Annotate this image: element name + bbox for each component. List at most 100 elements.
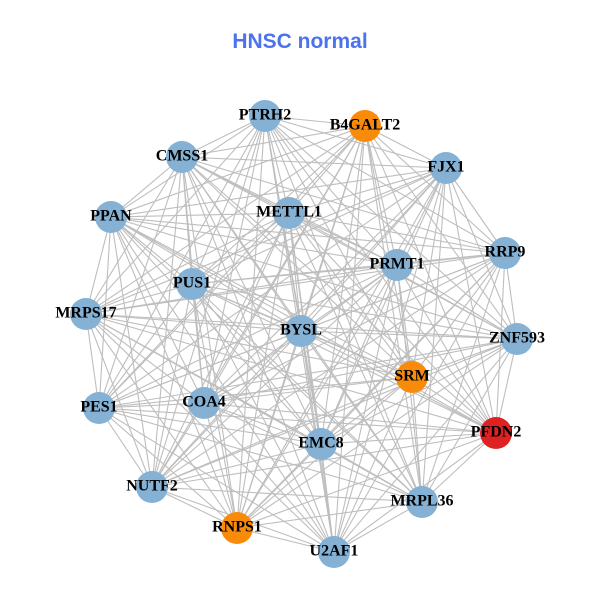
network-edge <box>110 216 506 254</box>
network-edge <box>181 156 322 445</box>
network-edge <box>411 376 497 434</box>
network-edge <box>110 216 423 503</box>
node-label-ppan: PPAN <box>90 208 132 225</box>
network-edge <box>288 212 398 266</box>
node-label-emc8: EMC8 <box>298 435 343 452</box>
network-edge <box>203 402 497 434</box>
node-fjx1 <box>430 152 462 184</box>
network-edge <box>98 212 290 409</box>
network-edge <box>151 338 518 488</box>
node-label-coa4: COA4 <box>182 394 226 411</box>
network-edge <box>151 376 413 488</box>
network-edge <box>411 376 423 503</box>
network-edge <box>333 264 398 553</box>
network-edge <box>411 338 518 378</box>
network-edge <box>151 432 497 488</box>
network-edge <box>98 407 497 434</box>
network-edge <box>151 486 423 503</box>
node-label-fjx1: FJX1 <box>427 159 464 176</box>
edges-layer <box>85 115 518 553</box>
network-edge <box>411 252 506 378</box>
node-label-cmss1: CMSS1 <box>156 148 208 165</box>
network-edge <box>264 115 398 266</box>
node-cmss1 <box>166 141 198 173</box>
network-edge <box>300 167 447 332</box>
network-edge <box>181 156 497 434</box>
node-mettl1 <box>273 197 305 229</box>
node-label-rrp9: RRP9 <box>485 244 526 261</box>
node-rnps1 <box>221 512 253 544</box>
node-b4galt2 <box>349 110 381 142</box>
network-edge <box>333 338 518 553</box>
network-edge <box>85 313 302 332</box>
network-edge <box>333 501 423 553</box>
network-edge <box>98 125 366 409</box>
network-edge <box>98 115 266 409</box>
network-edge <box>110 212 290 218</box>
node-label-mrpl36: MRPL36 <box>390 493 453 510</box>
network-edge <box>203 115 266 404</box>
network-edge <box>151 115 266 488</box>
network-edge <box>98 407 322 445</box>
node-ppan <box>95 201 127 233</box>
network-edge <box>495 252 506 434</box>
network-edge <box>98 407 423 503</box>
network-edge <box>110 216 413 378</box>
network-edge <box>98 338 518 409</box>
network-edge <box>98 156 183 409</box>
network-edge <box>203 252 506 404</box>
network-edge <box>110 216 335 553</box>
network-edge <box>236 443 322 529</box>
node-label-ptrh2: PTRH2 <box>239 107 291 124</box>
network-edge <box>264 115 506 254</box>
network-edge <box>203 402 238 529</box>
network-edge <box>85 252 506 315</box>
network-edge <box>203 330 302 404</box>
network-edge <box>288 212 497 434</box>
network-edge <box>396 167 447 266</box>
network-edge <box>181 156 238 529</box>
network-edge <box>191 283 497 434</box>
network-edge <box>98 407 335 553</box>
network-edge <box>98 330 302 409</box>
network-edge <box>445 167 506 254</box>
network-edge <box>236 501 423 529</box>
network-edge <box>320 376 413 445</box>
network-edge <box>98 402 205 409</box>
network-edge <box>203 376 413 404</box>
network-edge <box>288 212 423 503</box>
node-label-srm: SRM <box>394 368 430 385</box>
network-edge <box>151 264 398 488</box>
network-edge <box>151 443 322 488</box>
network-edge <box>191 167 447 285</box>
network-edge <box>110 216 322 445</box>
node-label-mrps17: MRPS17 <box>55 305 116 322</box>
network-edge <box>288 212 413 378</box>
node-mrps17 <box>70 298 102 330</box>
node-label-pfdn2: PFDN2 <box>471 424 522 441</box>
labels-layer: PTRH2 B4GALT2 CMSS1 FJX1 METTL1 PPAN RRP9 PRMT1… <box>55 107 545 560</box>
network-edge <box>85 167 447 315</box>
node-pes1 <box>83 392 115 424</box>
network-edge <box>333 125 366 553</box>
network-edge <box>264 115 366 127</box>
node-pus1 <box>176 268 208 300</box>
network-edge <box>236 338 518 529</box>
network-edge <box>320 443 335 553</box>
network-edge <box>236 432 497 529</box>
network-edge <box>364 125 398 266</box>
network-edge <box>85 264 398 315</box>
network-edge <box>333 252 506 553</box>
network-edge <box>236 330 302 529</box>
network-edge <box>288 212 506 254</box>
network-edge <box>151 125 366 488</box>
plot-title: HNSC normal <box>232 30 368 53</box>
network-edge <box>288 167 447 214</box>
network-edge <box>110 125 366 218</box>
network-edge <box>191 283 518 340</box>
network-edge <box>421 167 447 503</box>
node-prmt1 <box>381 249 413 281</box>
network-edge <box>110 216 153 488</box>
network-edge <box>110 216 398 266</box>
network-edge <box>203 402 335 553</box>
